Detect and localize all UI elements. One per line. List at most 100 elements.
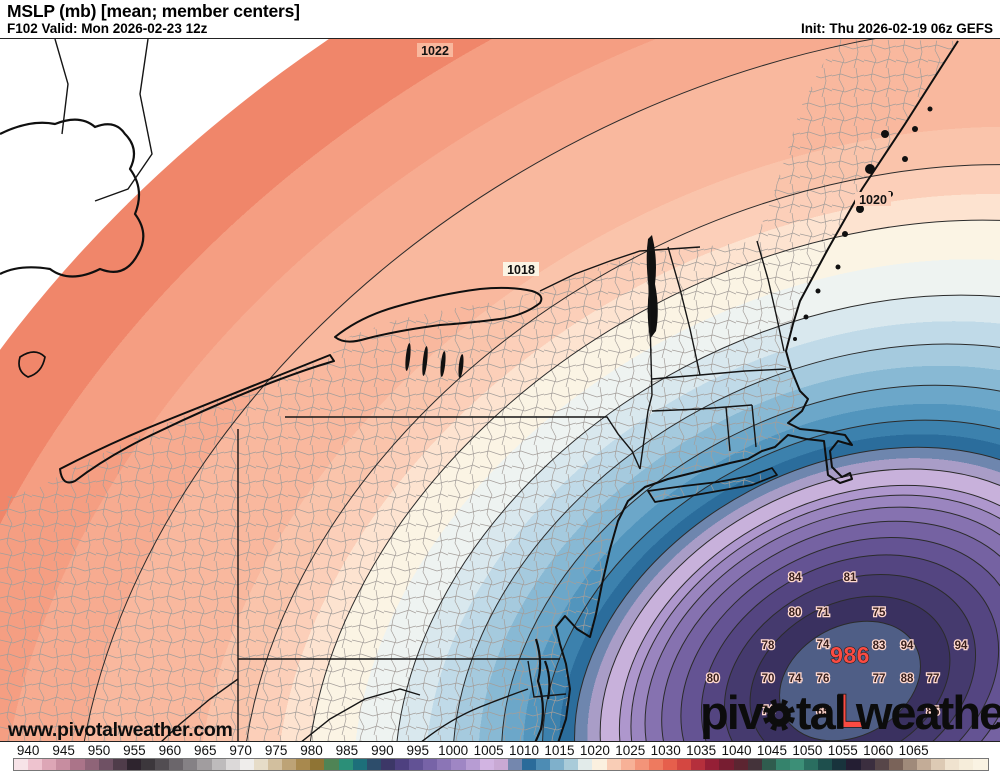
colorbar-segment: [140, 759, 156, 770]
svg-text:986: 986: [830, 642, 870, 668]
colorbar-segment: [366, 759, 381, 770]
colorbar-segment: [818, 759, 833, 770]
colorbar-tick-label: 960: [158, 743, 182, 758]
colorbar-segment: [917, 759, 932, 770]
colorbar-segment: [733, 759, 748, 770]
logo-text-piv: piv: [700, 686, 764, 739]
svg-text:71: 71: [817, 607, 830, 619]
colorbar-segment: [550, 759, 565, 770]
svg-text:88: 88: [901, 673, 914, 685]
colorbar-tick-label: 1035: [686, 743, 717, 758]
init-time-label: Init: Thu 2026-02-19 06z GEFS: [800, 21, 993, 36]
colorbar-tick-label: 945: [52, 743, 75, 758]
svg-text:65: 65: [817, 706, 830, 718]
colorbar-segment: [804, 759, 819, 770]
colorbar-segment: [84, 759, 99, 770]
colorbar-segment: [902, 759, 917, 770]
pressure-field: [0, 39, 1000, 741]
colorbar-segment: [648, 759, 664, 770]
colorbar-segment: [423, 759, 438, 770]
colorbar-tick-label: 970: [229, 743, 252, 758]
colorbar-segment: [761, 759, 776, 770]
colorbar-segment: [211, 759, 226, 770]
svg-text:78: 78: [762, 640, 775, 652]
colorbar-segment: [183, 759, 198, 770]
svg-text:94: 94: [955, 640, 968, 652]
colorbar-segment: [479, 759, 494, 770]
colorbar-tick-label: 1000: [438, 743, 469, 758]
forecast-map[interactable]: 1022 1020 1018 84 81 80 71 75 78 74 83 94 94 80 70 74 7…: [0, 38, 1000, 742]
colorbar-segment: [451, 759, 466, 770]
header-bar: MSLP (mb) [mean; member centers] F102 Va…: [0, 0, 1000, 38]
valid-time-label: F102 Valid: Mon 2026-02-23 12z: [7, 21, 208, 36]
colorbar-segment: [578, 759, 593, 770]
colorbar-tick-label: 940: [16, 743, 40, 758]
colorbar-tick-label: 950: [87, 743, 111, 758]
colorbar-segment: [931, 759, 946, 770]
colorbar-segment: [536, 759, 551, 770]
colorbar-segment: [521, 759, 537, 770]
svg-text:85: 85: [927, 706, 940, 718]
colorbar-segment: [620, 759, 635, 770]
colorbar-segment: [634, 759, 649, 770]
colorbar-segment: [691, 759, 706, 770]
svg-text:1022: 1022: [421, 44, 449, 58]
colorbar-segment: [338, 759, 353, 770]
colorbar-segment: [606, 759, 621, 770]
colorbar-segment: [56, 759, 71, 770]
watermark-url: www.pivotalweather.com: [8, 719, 233, 741]
svg-text:77: 77: [873, 673, 886, 685]
contour-labels: 1022 1020 1018: [417, 43, 891, 277]
colorbar-segment: [860, 759, 875, 770]
colorbar-legend: 940 945 950 955 960 965 970 975 980 985 990 995 1000…: [0, 742, 1000, 772]
colorbar-tick-label: 1015: [544, 743, 575, 758]
colorbar-segment: [507, 759, 522, 770]
svg-text:75: 75: [873, 607, 886, 619]
colorbar-tick-label: 1005: [473, 743, 504, 758]
colorbar-segment: [409, 759, 424, 770]
colorbar-segment: [28, 759, 43, 770]
svg-text:84: 84: [789, 572, 802, 584]
coastline: [0, 40, 959, 741]
colorbar-segment: [846, 759, 861, 770]
colorbar-segment: [959, 759, 974, 770]
colorbar-tick-label: 1055: [827, 743, 858, 758]
svg-text:80: 80: [707, 673, 720, 685]
low-pressure-marker: 986 L: [830, 641, 870, 737]
colorbar-segment: [42, 759, 57, 770]
colorbar-segment: [70, 759, 85, 770]
colorbar-segment: [677, 759, 692, 770]
colorbar-segment: [394, 759, 410, 770]
colorbar-segment: [874, 759, 889, 770]
colorbar-segment: [564, 759, 579, 770]
colorbar-tick-label: 955: [123, 743, 146, 758]
colorbar-segment: [169, 759, 184, 770]
colorbar-tick-label: 1065: [898, 743, 929, 758]
colorbar-tick-label: 965: [193, 743, 217, 758]
colorbar-segment: [663, 759, 678, 770]
colorbar-segment: [437, 759, 452, 770]
colorbar-tick-label: 990: [371, 743, 394, 758]
colorbar-segment: [282, 759, 297, 770]
colorbar-segment: [98, 759, 113, 770]
colorbar-tick-label: 985: [335, 743, 359, 758]
map-svg: 1022 1020 1018 84 81 80 71 75 78 74 83 94 94 80 70 74 7…: [0, 39, 1000, 741]
colorbar-segment: [324, 759, 339, 770]
colorbar-segment: [112, 759, 127, 770]
state-borders: [54, 39, 787, 741]
colorbar-segment: [465, 759, 480, 770]
colorbar-tick-label: 995: [406, 743, 430, 758]
svg-text:94: 94: [901, 640, 914, 652]
colorbar-segment: [775, 759, 791, 770]
colorbar-tick-label: 1030: [650, 743, 681, 758]
colorbar-tick-label: 1045: [756, 743, 787, 758]
colorbar-segment: [747, 759, 762, 770]
colorbar-segment: [239, 759, 254, 770]
colorbar-segment: [197, 759, 212, 770]
svg-text:74: 74: [817, 639, 830, 651]
colorbar-segment: [296, 759, 311, 770]
svg-text:L: L: [836, 684, 865, 737]
svg-text:81: 81: [844, 572, 857, 584]
colorbar-segment: [225, 759, 240, 770]
